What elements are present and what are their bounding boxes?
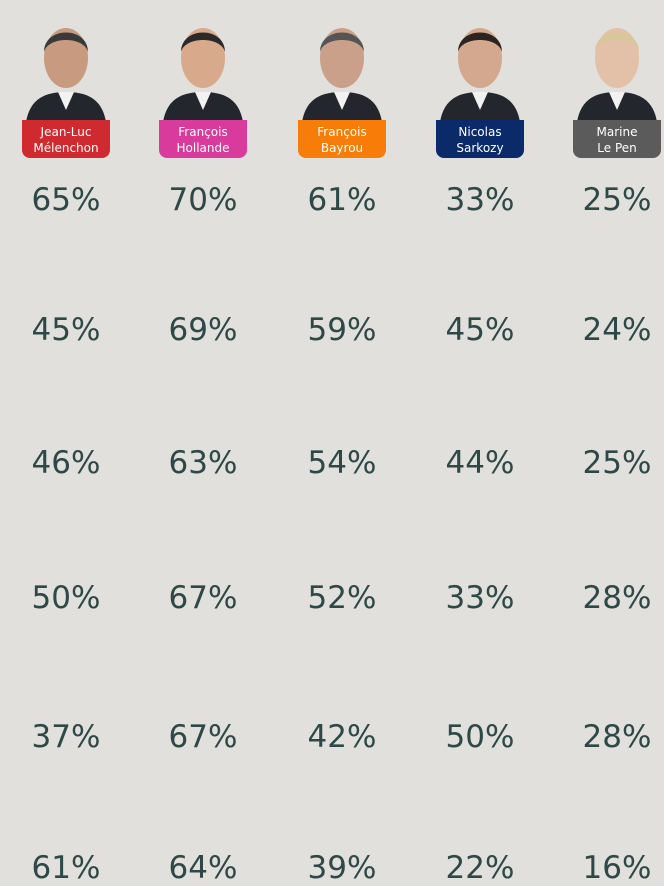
percentage-cell: 39% bbox=[277, 850, 407, 886]
percentage-cell: 64% bbox=[138, 850, 268, 886]
percentage-cell: 37% bbox=[1, 719, 131, 755]
percentage-cell: 69% bbox=[138, 312, 268, 348]
candidate-name-line: Sarkozy bbox=[436, 140, 524, 156]
percentage-cell: 33% bbox=[415, 182, 545, 218]
candidate-photo bbox=[573, 6, 661, 122]
candidate-name-line: Le Pen bbox=[573, 140, 661, 156]
percentage-cell: 50% bbox=[415, 719, 545, 755]
percentage-cell: 44% bbox=[415, 445, 545, 481]
percentage-cell: 65% bbox=[1, 182, 131, 218]
percentage-cell: 25% bbox=[552, 445, 664, 481]
percentage-cell: 59% bbox=[277, 312, 407, 348]
candidate-photo bbox=[22, 6, 110, 122]
candidate-name-line: François bbox=[159, 124, 247, 140]
candidate-name-line: François bbox=[298, 124, 386, 140]
candidate-name-line: Hollande bbox=[159, 140, 247, 156]
percentage-cell: 61% bbox=[1, 850, 131, 886]
percentage-cell: 25% bbox=[552, 182, 664, 218]
candidate-name-line: Jean-Luc bbox=[22, 124, 110, 140]
percentage-cell: 67% bbox=[138, 719, 268, 755]
percentage-cell: 42% bbox=[277, 719, 407, 755]
percentage-cell: 50% bbox=[1, 580, 131, 616]
percentage-cell: 22% bbox=[415, 850, 545, 886]
candidate-name-line: Marine bbox=[573, 124, 661, 140]
percentage-cell: 45% bbox=[1, 312, 131, 348]
candidate-name-line: Bayrou bbox=[298, 140, 386, 156]
percentage-cell: 61% bbox=[277, 182, 407, 218]
percentage-cell: 45% bbox=[415, 312, 545, 348]
percentage-cell: 54% bbox=[277, 445, 407, 481]
percentage-cell: 70% bbox=[138, 182, 268, 218]
candidate-name-line: Nicolas bbox=[436, 124, 524, 140]
percentage-cell: 33% bbox=[415, 580, 545, 616]
candidate-photo bbox=[298, 6, 386, 122]
candidate-photo bbox=[436, 6, 524, 122]
percentage-cell: 28% bbox=[552, 719, 664, 755]
candidate-name-line: Mélenchon bbox=[22, 140, 110, 156]
percentage-cell: 16% bbox=[552, 850, 664, 886]
percentage-cell: 46% bbox=[1, 445, 131, 481]
percentage-cell: 52% bbox=[277, 580, 407, 616]
percentage-cell: 67% bbox=[138, 580, 268, 616]
percentage-cell: 28% bbox=[552, 580, 664, 616]
page: Jean-LucMélenchonFrançoisHollandeFrançoi… bbox=[0, 0, 664, 885]
candidate-photo bbox=[159, 6, 247, 122]
percentage-cell: 63% bbox=[138, 445, 268, 481]
percentage-cell: 24% bbox=[552, 312, 664, 348]
